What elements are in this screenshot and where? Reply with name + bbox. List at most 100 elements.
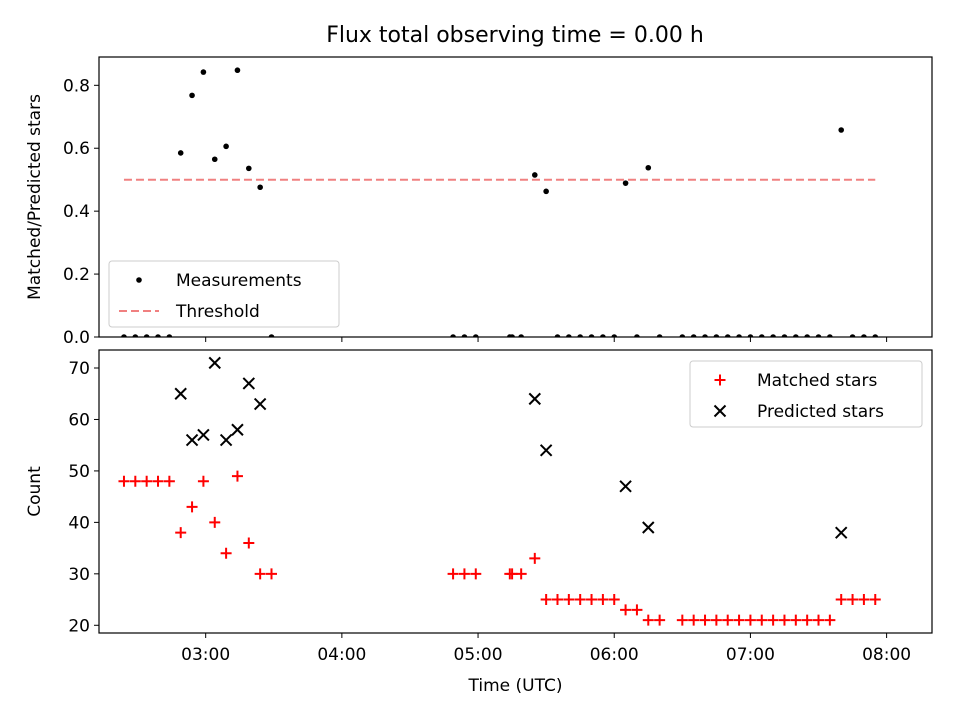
data-point	[231, 423, 244, 436]
data-point	[209, 516, 221, 528]
data-point	[539, 444, 553, 457]
y-tick-label: 0.0	[63, 328, 90, 348]
data-point	[872, 334, 879, 337]
data-point	[744, 614, 756, 626]
y-tick-label: 50	[68, 462, 90, 482]
data-point	[529, 552, 541, 564]
data-point	[268, 334, 275, 337]
data-point	[152, 475, 164, 487]
data-point	[254, 568, 266, 580]
y-tick-label: 30	[68, 565, 90, 585]
data-point	[804, 334, 810, 337]
data-point	[197, 428, 210, 442]
plot-area	[121, 67, 879, 337]
axes-frame	[98, 349, 933, 634]
data-point	[458, 568, 470, 580]
data-point	[747, 334, 754, 337]
y-tick-label: 0.8	[63, 76, 90, 96]
x-tick-label: 06:00	[590, 645, 639, 665]
legend-swatch	[136, 277, 142, 283]
data-point	[551, 594, 563, 606]
data-point	[847, 594, 859, 606]
legend-label: Measurements	[176, 271, 302, 291]
data-point	[801, 614, 813, 626]
data-point	[622, 180, 629, 186]
data-point	[129, 475, 141, 487]
data-point	[577, 334, 583, 337]
data-point	[586, 594, 598, 606]
data-point	[243, 537, 255, 549]
y-tick-label: 70	[68, 359, 90, 379]
data-point	[266, 568, 278, 580]
y-tick-label: 0.4	[63, 202, 90, 222]
data-point	[554, 334, 561, 337]
data-point	[631, 604, 643, 616]
data-point	[838, 127, 845, 133]
plot-area	[118, 356, 881, 626]
data-point	[767, 614, 779, 626]
legend-box	[108, 260, 340, 328]
data-point	[257, 184, 263, 191]
data-point	[197, 475, 209, 487]
legend-label: Matched stars	[757, 371, 877, 391]
legend-label: Predicted stars	[757, 402, 884, 422]
data-point	[835, 526, 848, 539]
x-tick-label: 03:00	[181, 645, 230, 665]
data-point	[645, 164, 652, 171]
data-point	[827, 334, 833, 337]
data-point	[597, 594, 609, 606]
data-point	[736, 334, 742, 337]
data-point	[733, 614, 745, 626]
panel-top: 0.0 0.2 0.4 0.6 0.8 Matched/Predicted stars Me…	[25, 56, 933, 348]
data-point	[724, 334, 731, 337]
figure-title: Flux total observing time = 0.00 h	[326, 23, 704, 48]
data-point	[813, 614, 825, 626]
data-point	[174, 387, 187, 400]
data-point	[211, 156, 218, 163]
data-point	[246, 165, 252, 172]
series-measurements	[121, 67, 879, 337]
data-point	[121, 334, 127, 337]
y-tick-label: 0.2	[63, 265, 90, 285]
data-point	[574, 594, 586, 606]
legend: Matched stars Predicted stars	[689, 360, 923, 428]
data-point	[132, 334, 139, 337]
data-point	[642, 614, 654, 626]
data-point	[713, 334, 720, 337]
legend-box	[689, 360, 923, 428]
data-point	[611, 334, 618, 337]
axes-frame	[98, 56, 933, 338]
data-point	[163, 475, 175, 487]
data-point	[656, 334, 663, 337]
data-point	[186, 501, 198, 513]
data-point	[166, 334, 173, 337]
data-point	[185, 433, 199, 447]
data-point	[758, 334, 765, 337]
legend-label: Threshold	[175, 302, 260, 322]
data-point	[155, 334, 161, 337]
data-point	[756, 614, 768, 626]
series-matched-stars	[118, 470, 881, 626]
data-point	[608, 594, 620, 606]
data-point	[600, 334, 606, 337]
data-point	[690, 334, 697, 337]
data-point	[790, 614, 802, 626]
data-point	[177, 150, 184, 156]
data-point	[543, 188, 549, 195]
data-point	[858, 594, 870, 606]
chart-panels: 0.0 0.2 0.4 0.6 0.8 Matched/Predicted stars Me…	[25, 56, 933, 696]
data-point	[849, 334, 856, 337]
y-axis-label: Count	[25, 466, 45, 517]
data-point	[835, 594, 847, 606]
legend: Measurements Threshold	[108, 260, 340, 328]
data-point	[515, 568, 527, 580]
data-point	[861, 334, 867, 337]
panel-bottom: 20 30 40 50 60 70 03:00 04:00 05:00 06:00 07:00 08:…	[25, 349, 933, 696]
data-point	[688, 614, 700, 626]
data-point	[219, 433, 233, 447]
series-predicted-stars	[174, 356, 848, 539]
data-point	[518, 334, 524, 337]
data-point	[234, 67, 241, 74]
data-point	[461, 334, 468, 337]
